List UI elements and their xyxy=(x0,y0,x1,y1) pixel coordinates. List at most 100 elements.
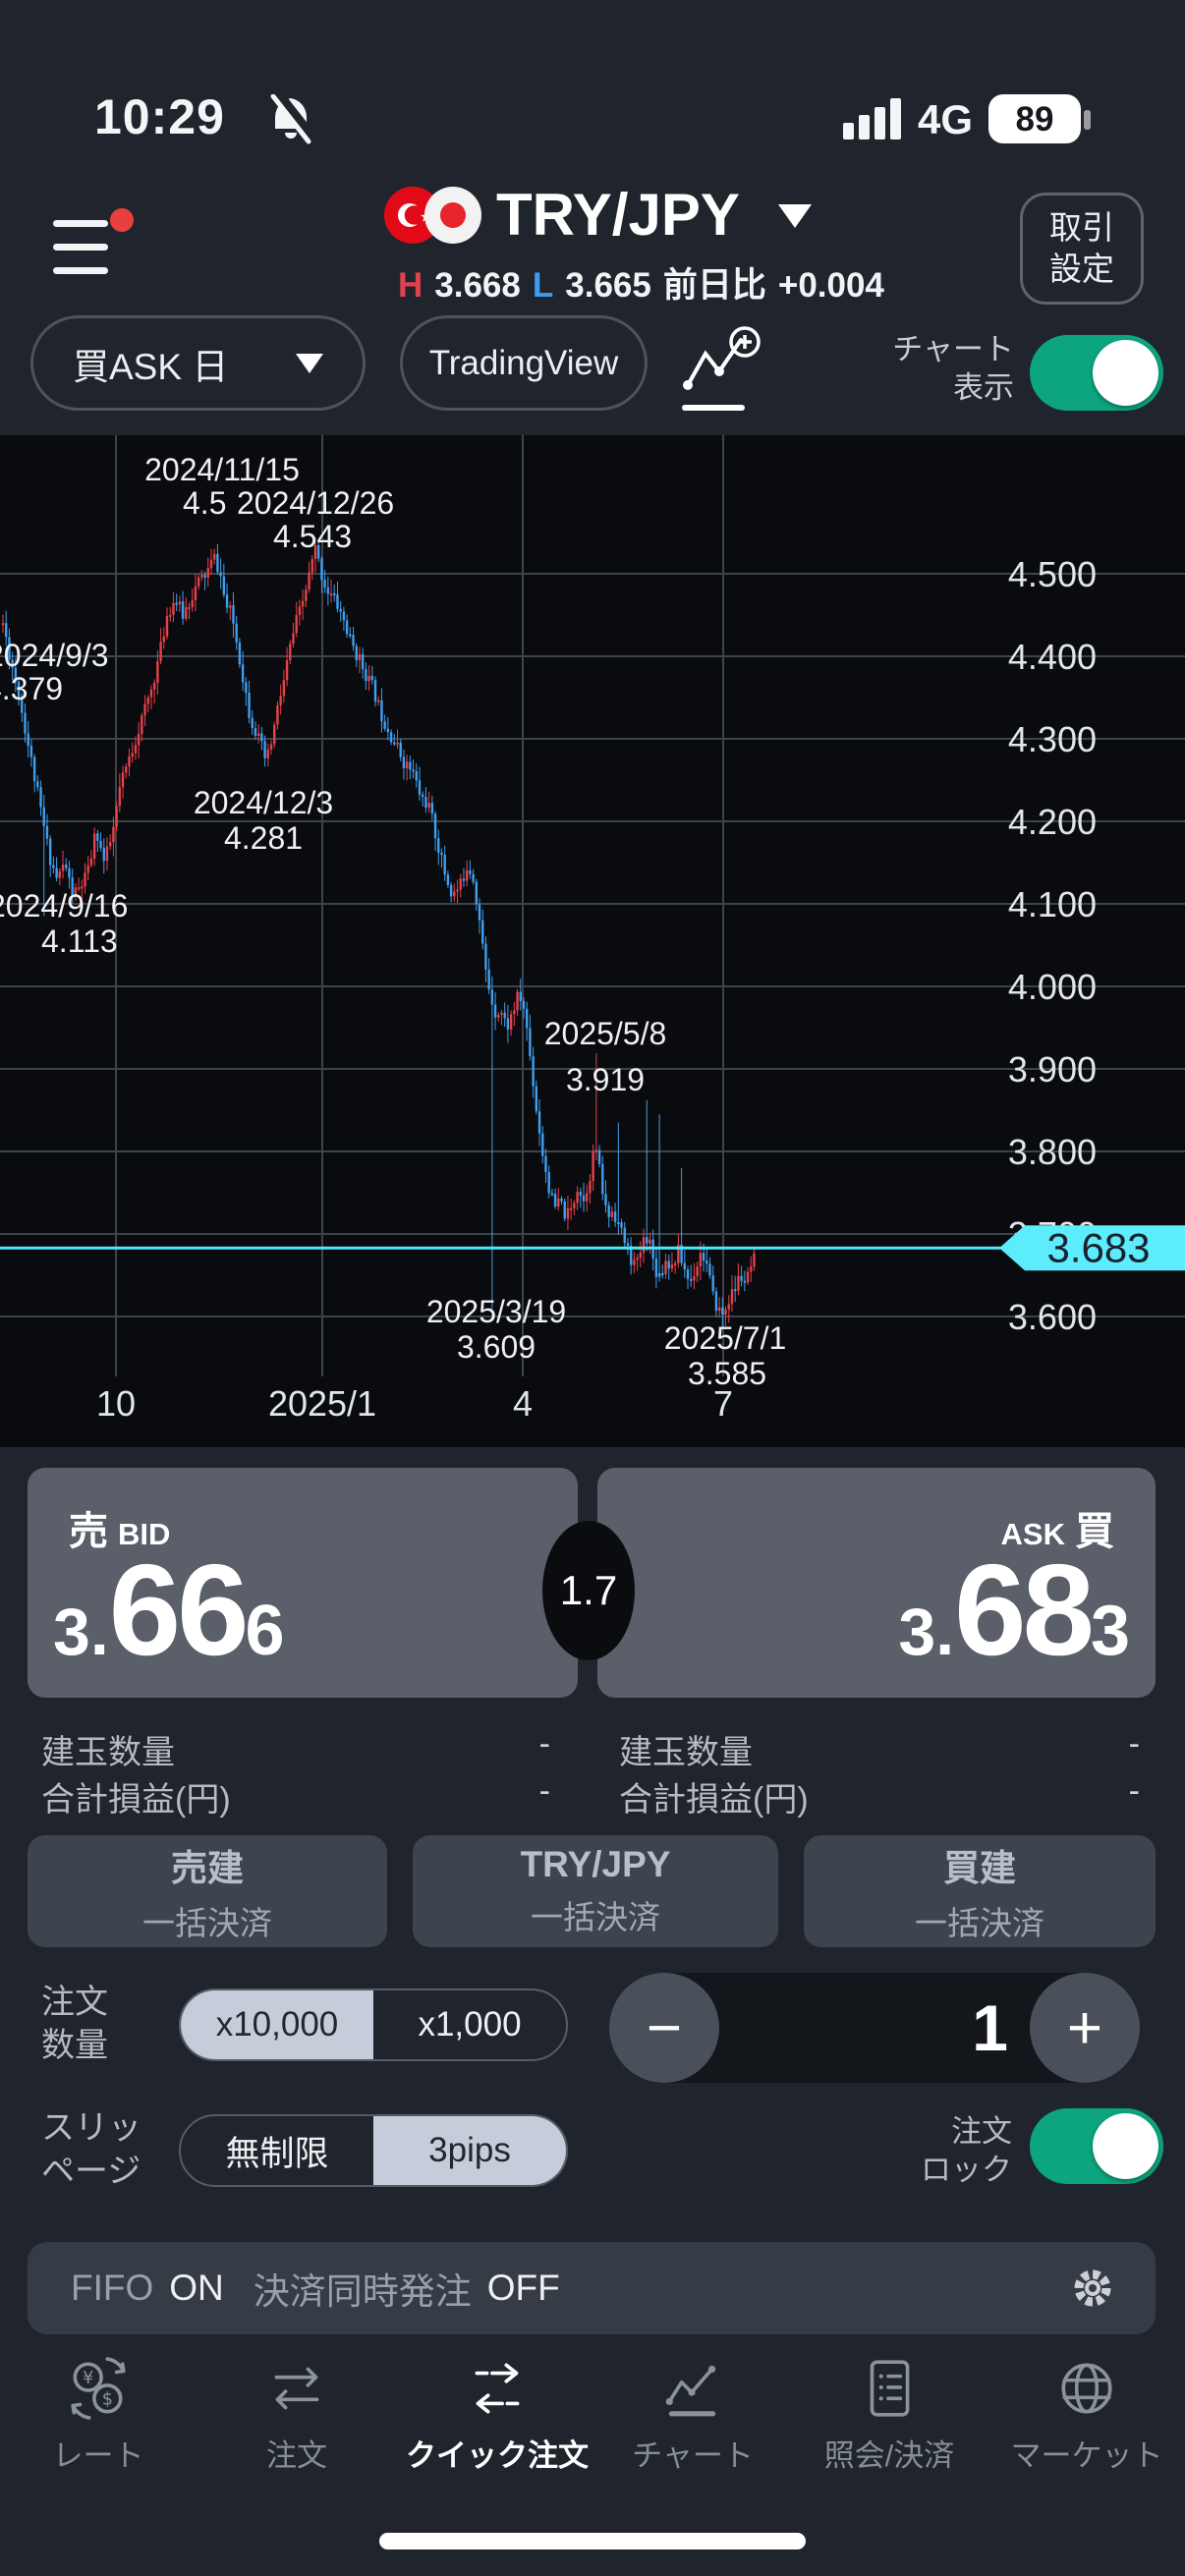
try-jpy-flags-icon: ★ xyxy=(384,187,481,244)
svg-text:10: 10 xyxy=(96,1383,136,1424)
quick-order-icon xyxy=(475,2363,520,2414)
order-lock-label: 注文 ロック xyxy=(921,2114,1012,2187)
home-indicator[interactable] xyxy=(379,2533,806,2549)
svg-text:4.200: 4.200 xyxy=(1008,802,1097,842)
status-time: 10:29 xyxy=(94,89,225,144)
low-label: L xyxy=(532,266,554,305)
price-type-dropdown[interactable]: 買ASK 日 xyxy=(30,315,366,411)
high-value: 3.668 xyxy=(434,266,521,305)
simul-label: 決済同時発注 xyxy=(253,2271,472,2312)
dropdown-caret-icon xyxy=(296,353,323,373)
svg-text:2025/1: 2025/1 xyxy=(268,1383,376,1424)
quantity-stepper: − 1 + xyxy=(609,1973,1140,2083)
close-all-pair-button[interactable]: TRY/JPY 一括決済 xyxy=(413,1835,778,1947)
notifications-muted-icon xyxy=(270,94,314,144)
svg-text:2024/9/16: 2024/9/16 xyxy=(0,888,128,924)
slippage-label: スリッ ページ xyxy=(41,2109,141,2190)
svg-text:4.113: 4.113 xyxy=(41,924,118,959)
ask-label: ASK xyxy=(1000,1517,1065,1551)
svg-text:2024/11/15: 2024/11/15 xyxy=(144,452,300,487)
trade-settings-button[interactable]: 取引 設定 xyxy=(1020,193,1144,305)
nav-quick-order[interactable]: クイック注文 xyxy=(404,2356,591,2475)
svg-text:4.400: 4.400 xyxy=(1008,637,1097,677)
chart-canvas[interactable]: 2024/11/154.5 2024/12/264.543 2024/9/34.37… xyxy=(0,435,1185,1447)
menu-icon[interactable] xyxy=(49,196,140,283)
slippage-unlimited-option[interactable]: 無制限 xyxy=(225,2134,329,2173)
battery-icon: 89 xyxy=(988,94,1091,143)
chart-display-label: チャート 表示 xyxy=(892,332,1014,405)
pair-dropdown-caret-icon[interactable] xyxy=(778,204,812,228)
slippage-segmented-control: 無制限 3pips xyxy=(179,2114,568,2187)
svg-text:3.585: 3.585 xyxy=(688,1356,766,1391)
sell-bid-button[interactable]: 売 BID 3. 66 6 xyxy=(28,1468,578,1698)
svg-text:4.300: 4.300 xyxy=(1008,719,1097,759)
position-qty-right: 建玉数量 - xyxy=(619,1725,1140,1771)
nav-orders[interactable]: 注文 xyxy=(203,2356,390,2475)
change-value: +0.004 xyxy=(777,266,884,305)
spread-badge: 1.7 xyxy=(542,1521,635,1660)
toggle-knob xyxy=(1093,2113,1158,2179)
nav-inquiry[interactable]: 照会/決済 xyxy=(796,2356,983,2475)
bid-price: 3. 66 6 xyxy=(53,1538,285,1682)
chart-display-toggle[interactable] xyxy=(1030,335,1163,411)
svg-text:3.683: 3.683 xyxy=(1046,1224,1150,1270)
network-type: 4G xyxy=(918,96,974,142)
svg-text:2025/3/19: 2025/3/19 xyxy=(426,1294,566,1329)
sell-kanji: 売 xyxy=(69,1510,108,1553)
fifo-label: FIFO xyxy=(71,2268,154,2308)
gear-icon[interactable] xyxy=(1069,2265,1116,2312)
svg-text:3.609: 3.609 xyxy=(457,1329,536,1365)
svg-text:$: $ xyxy=(102,2390,113,2410)
svg-text:2025/5/8: 2025/5/8 xyxy=(544,1016,667,1051)
pair-title[interactable]: TRY/JPY xyxy=(496,182,740,248)
quantity-value[interactable]: 1 xyxy=(972,1991,1008,2064)
fifo-settings-bar[interactable]: FIFO ON 決済同時発注 OFF xyxy=(28,2242,1156,2334)
svg-text:4: 4 xyxy=(513,1383,533,1424)
bid-label: BID xyxy=(118,1517,171,1551)
svg-text:¥: ¥ xyxy=(83,2369,93,2388)
svg-text:4.000: 4.000 xyxy=(1008,967,1097,1007)
market-globe-icon xyxy=(1061,2363,1112,2414)
close-all-buy-button[interactable]: 買建 一括決済 xyxy=(804,1835,1156,1947)
order-quantity-label: 注文 数量 xyxy=(41,1984,108,2064)
svg-text:4.379: 4.379 xyxy=(0,671,63,706)
svg-text:2024/12/3: 2024/12/3 xyxy=(194,785,333,820)
svg-text:2024/12/26: 2024/12/26 xyxy=(237,485,394,521)
simul-value: OFF xyxy=(486,2268,560,2308)
slippage-3pips-option[interactable]: 3pips xyxy=(373,2116,566,2185)
notification-dot xyxy=(110,208,134,232)
toggle-knob xyxy=(1093,340,1158,406)
buy-ask-button[interactable]: ASK 買 3. 68 3 xyxy=(597,1468,1156,1698)
svg-text:7: 7 xyxy=(713,1383,733,1424)
nav-chart[interactable]: チャート xyxy=(599,2356,786,2475)
unit-x1000-option[interactable]: x1,000 xyxy=(418,2005,522,2044)
order-lock-toggle[interactable] xyxy=(1030,2108,1163,2184)
svg-text:4.281: 4.281 xyxy=(224,820,303,856)
add-indicator-icon[interactable] xyxy=(680,322,764,415)
chart-line-icon xyxy=(665,2365,716,2417)
svg-text:2024/9/3: 2024/9/3 xyxy=(0,638,109,673)
price-int: 3. xyxy=(53,1595,109,1669)
inquiry-list-icon xyxy=(870,2360,910,2417)
quantity-increase-button[interactable]: + xyxy=(1030,1973,1140,2083)
unit-x10000-option[interactable]: x10,000 xyxy=(181,1990,373,2059)
svg-text:3.919: 3.919 xyxy=(566,1062,645,1097)
quantity-decrease-button[interactable]: − xyxy=(609,1973,719,2083)
svg-text:3.600: 3.600 xyxy=(1008,1297,1097,1337)
rate-coins-icon: ¥ $ xyxy=(71,2357,126,2420)
nav-rates[interactable]: ¥ $ レート xyxy=(5,2356,192,2475)
candlestick-chart[interactable]: 2024/11/154.5 2024/12/264.543 2024/9/34.37… xyxy=(0,435,1185,1447)
nav-market[interactable]: マーケット xyxy=(993,2356,1180,2475)
price-int: 3. xyxy=(898,1595,955,1669)
svg-text:3.800: 3.800 xyxy=(1008,1132,1097,1172)
close-all-sell-button[interactable]: 売建 一括決済 xyxy=(28,1835,387,1947)
ask-price: 3. 68 3 xyxy=(898,1538,1130,1682)
buy-kanji: 買 xyxy=(1075,1510,1114,1553)
svg-text:89: 89 xyxy=(1016,100,1054,139)
svg-text:4.5: 4.5 xyxy=(183,485,226,521)
tradingview-button[interactable]: TradingView xyxy=(400,315,648,411)
svg-text:3.900: 3.900 xyxy=(1008,1049,1097,1090)
svg-text:4.100: 4.100 xyxy=(1008,884,1097,924)
daily-stats: H 3.668 L 3.665 前日比 +0.004 xyxy=(398,257,884,308)
